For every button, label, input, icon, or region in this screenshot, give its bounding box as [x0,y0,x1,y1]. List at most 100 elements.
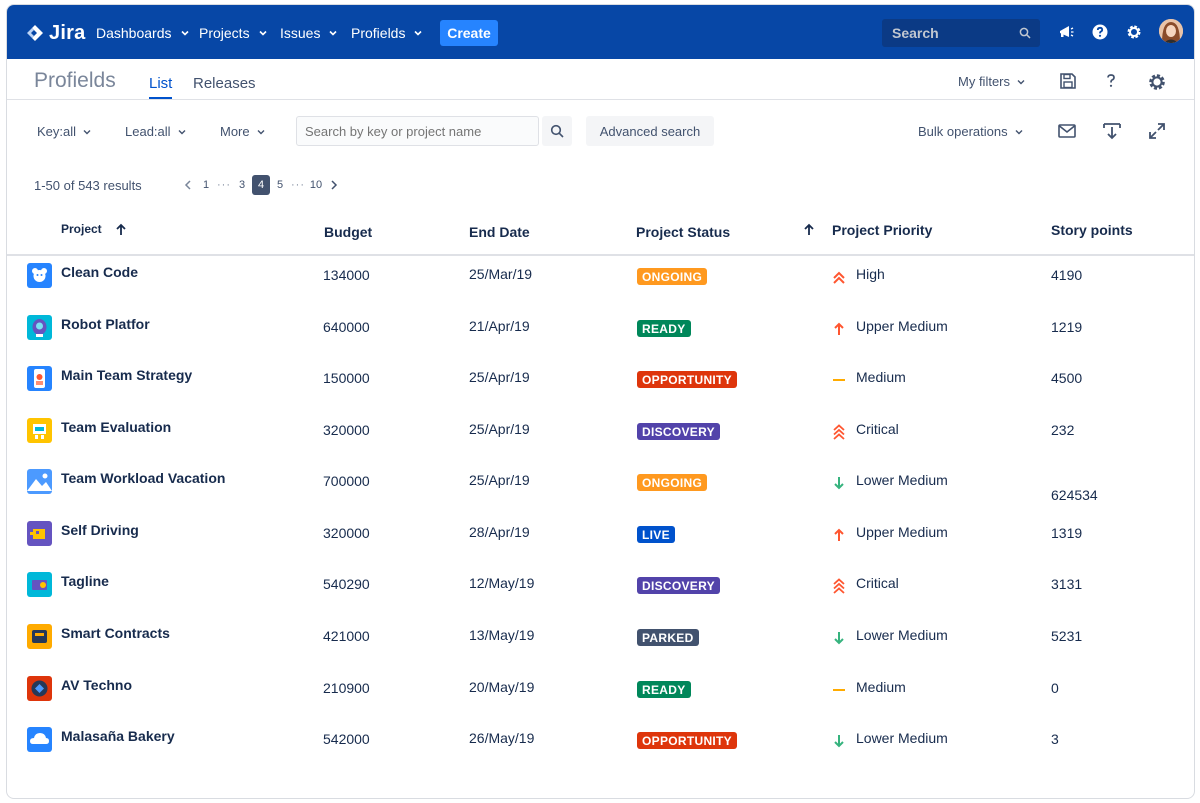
tab-list[interactable]: List [149,75,173,99]
search-icon [1019,27,1031,39]
next-page-button[interactable] [326,175,342,195]
table-row[interactable]: Self Driving 320000 28/Apr/19 LIVE Upper Med… [7,509,1194,560]
end-date-cell: 21/Apr/19 [469,318,530,334]
page-4-current[interactable]: 4 [252,175,270,195]
page-1[interactable]: 1 [202,179,210,191]
export-download-icon[interactable] [1102,121,1122,141]
previous-page-button[interactable] [180,175,196,195]
user-avatar[interactable] [1159,19,1183,43]
project-avatar-icon [27,676,52,701]
advanced-search-button[interactable]: Advanced search [586,116,714,146]
project-name-link[interactable]: Smart Contracts [61,625,170,641]
chevron-down-icon [1015,129,1023,134]
story-points-cell: 4190 [1051,267,1083,283]
triple-chevron-up-icon [833,578,845,594]
end-date-cell: 25/Apr/19 [469,472,530,488]
column-header-budget[interactable]: Budget [324,224,373,240]
column-header-end-date[interactable]: End Date [469,224,530,240]
nav-profields[interactable]: Profields [351,25,423,41]
budget-cell: 640000 [323,319,370,335]
nav-dashboards[interactable]: Dashboards [96,25,190,41]
story-points-cell: 4500 [1051,370,1083,386]
save-icon[interactable] [1059,72,1077,90]
column-header-project-label: Project [61,222,102,236]
project-avatar-icon [27,263,52,288]
budget-cell: 542000 [323,731,370,747]
column-header-project[interactable]: Project [61,222,127,236]
sort-arrow-up-icon[interactable] [803,223,815,236]
settings-gear-icon[interactable] [1147,72,1167,92]
project-name-link[interactable]: Self Driving [61,522,139,538]
project-name-link[interactable]: Main Team Strategy [61,367,193,383]
triple-chevron-up-icon [833,424,845,440]
help-question-icon[interactable] [1104,72,1118,90]
table-row[interactable]: Malasaña Bakery 542000 26/May/19 OPPORTUNIT… [7,715,1194,766]
page-10[interactable]: 10 [309,179,323,191]
end-date-cell: 28/Apr/19 [469,524,530,540]
nav-projects[interactable]: Projects [199,25,268,41]
arrow-down-icon [834,477,844,490]
email-icon[interactable] [1058,124,1076,138]
chevron-down-icon [1017,79,1025,84]
search-button[interactable] [542,116,572,146]
table-row[interactable]: Tagline 540290 12/May/19 DISCOVERY Critical 3… [7,560,1194,611]
table-row[interactable]: Team Evaluation 320000 25/Apr/19 DISCOVERY C… [7,406,1194,457]
priority-cell: Critical [856,575,899,591]
project-avatar-icon [27,418,52,443]
my-filters-dropdown[interactable]: My filters [958,74,1026,89]
table-row[interactable]: Main Team Strategy 150000 25/Apr/19 OPPORTU… [7,354,1194,405]
more-filter-label: More [220,124,250,139]
page-5[interactable]: 5 [276,179,284,191]
nav-projects-label: Projects [199,25,250,41]
megaphone-icon[interactable] [1057,23,1075,41]
status-badge: LIVE [637,526,675,543]
jira-logo[interactable]: Jira [25,22,85,45]
key-filter[interactable]: Key:all [37,124,92,139]
global-search[interactable]: Search [882,19,1040,47]
table-row[interactable]: Smart Contracts 421000 13/May/19 PARKED Lowe… [7,612,1194,663]
project-name-link[interactable]: Malasaña Bakery [61,728,175,744]
nav-issues[interactable]: Issues [280,25,338,41]
create-button[interactable]: Create [440,20,498,46]
project-name-link[interactable]: AV Techno [61,677,133,693]
project-name-link[interactable]: Team Evaluation [61,419,172,435]
pagination: 1 ··· 3 4 5 ··· 10 [179,175,343,195]
project-name-link[interactable]: Robot Platfor [61,316,150,332]
arrow-down-icon [834,735,844,748]
budget-cell: 320000 [323,525,370,541]
story-points-cell: 232 [1051,422,1075,438]
end-date-cell: 12/May/19 [469,575,535,591]
budget-cell: 540290 [323,576,370,592]
table-row[interactable]: AV Techno 210900 20/May/19 READY Medium 0 [7,664,1194,715]
budget-cell: 210900 [323,680,370,696]
table-row[interactable]: Clean Code 134000 25/Mar/19 ONGOING High 4190 [7,251,1194,302]
column-header-story-points[interactable]: Story points [1051,222,1133,238]
project-search-input[interactable] [296,116,539,146]
logo-text: Jira [49,22,86,44]
table-row[interactable]: Robot Platfor 640000 21/Apr/19 READY Upper M… [7,303,1194,354]
status-badge: PARKED [637,629,699,646]
story-points-cell: 5231 [1051,628,1083,644]
project-name-link[interactable]: Tagline [61,573,109,589]
table-row[interactable]: Team Workload Vacation 700000 25/Apr/19 ONG… [7,457,1194,508]
lead-filter[interactable]: Lead:all [125,124,187,139]
status-badge: ONGOING [637,474,708,491]
fullscreen-expand-icon[interactable] [1148,122,1166,140]
bulk-operations-dropdown[interactable]: Bulk operations [918,124,1024,139]
more-filter[interactable]: More [220,124,266,139]
column-header-project-status[interactable]: Project Status [636,224,731,240]
help-icon[interactable] [1091,23,1109,41]
top-nav: Jira Dashboards Projects Issues Profield… [7,5,1194,59]
search-icon [550,124,564,138]
project-name-link[interactable]: Clean Code [61,264,139,280]
project-name-link[interactable]: Team Workload Vacation [61,470,226,486]
chevron-down-icon [329,30,338,36]
column-header-project-priority[interactable]: Project Priority [832,222,933,238]
page-3[interactable]: 3 [238,179,246,191]
settings-gear-icon[interactable] [1125,23,1143,41]
story-points-cell: 1319 [1051,525,1083,541]
chevron-left-icon [184,180,191,190]
story-points-cell: 1219 [1051,319,1083,335]
sub-header: Profields List Releases My filters [7,59,1194,100]
tab-releases[interactable]: Releases [193,75,256,92]
